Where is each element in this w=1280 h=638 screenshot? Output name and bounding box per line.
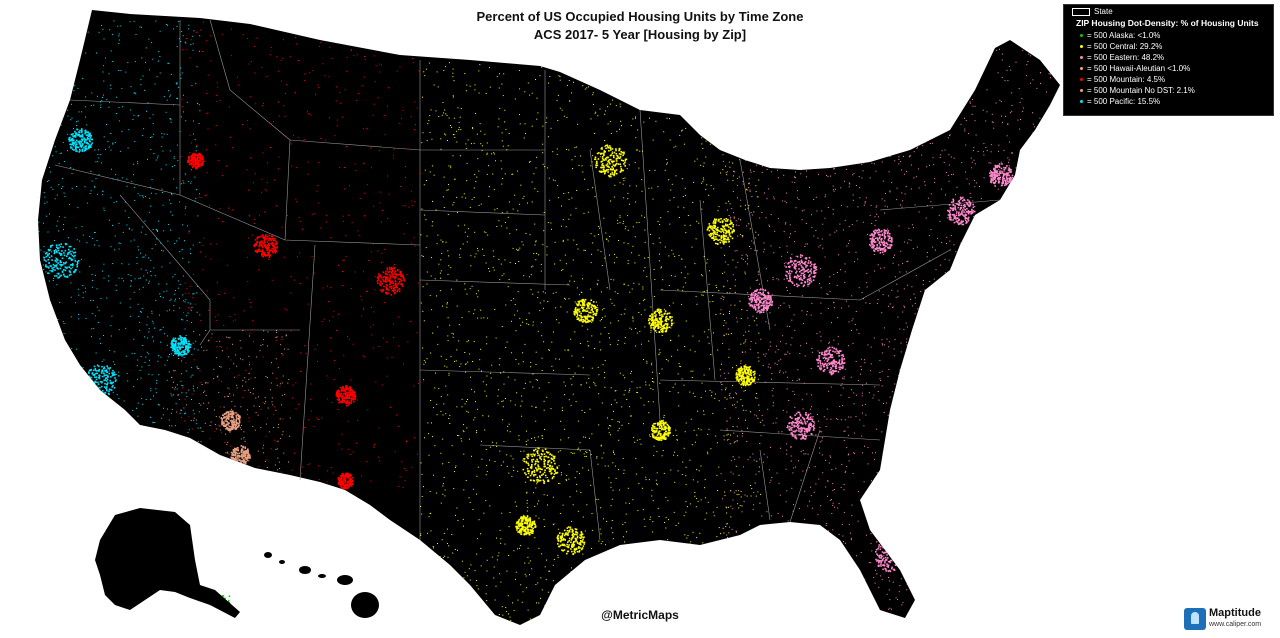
dot-swatch-icon (1080, 34, 1083, 37)
legend-state-label: State (1094, 7, 1113, 16)
legend-item-label: = 500 Mountain No DST: 2.1% (1087, 86, 1195, 95)
state-borders (54, 19, 1001, 541)
maptitude-logo: Maptitude www.caliper.com (1184, 606, 1274, 632)
maptitude-logo-icon (1184, 608, 1206, 630)
legend-item-label: = 500 Mountain: 4.5% (1087, 75, 1166, 84)
map-legend: State ZIP Housing Dot-Density: % of Hous… (1063, 4, 1274, 116)
dot-swatch-icon (1080, 89, 1083, 92)
dot-swatch-icon (1080, 100, 1083, 103)
dot-swatch-icon (1080, 56, 1083, 59)
legend-item-label: = 500 Eastern: 48.2% (1087, 53, 1165, 62)
legend-item-central: = 500 Central: 29.2% (1080, 41, 1269, 52)
contiguous-us-landmass (38, 10, 1060, 625)
state-outline-swatch (1072, 7, 1090, 16)
legend-item-mountain: = 500 Mountain: 4.5% (1080, 74, 1269, 85)
legend-item-label: = 500 Alaska: <1.0% (1087, 31, 1161, 40)
legend-item-pacific: = 500 Pacific: 15.5% (1080, 96, 1269, 107)
legend-title: ZIP Housing Dot-Density: % of Housing Un… (1076, 18, 1259, 28)
legend-item-label: = 500 Pacific: 15.5% (1087, 97, 1161, 106)
title-line-1: Percent of US Occupied Housing Units by … (476, 9, 804, 24)
logo-name: Maptitude (1209, 607, 1261, 619)
legend-items: = 500 Alaska: <1.0% = 500 Central: 29.2%… (1068, 30, 1269, 107)
legend-item-alaska: = 500 Alaska: <1.0% (1080, 30, 1269, 41)
title-line-2: ACS 2017- 5 Year [Housing by Zip] (533, 27, 747, 42)
alaska-landmass (95, 508, 240, 618)
dot-swatch-icon (1080, 45, 1083, 48)
dot-swatch-icon (1080, 78, 1083, 81)
legend-item-hawaii-aleutian: = 500 Hawaii-Aleutian <1.0% (1080, 63, 1269, 74)
hawaii-islands (264, 552, 379, 618)
legend-item-eastern: = 500 Eastern: 48.2% (1080, 52, 1269, 63)
logo-url: www.caliper.com (1209, 621, 1262, 628)
legend-item-mountain-no-dst: = 500 Mountain No DST: 2.1% (1080, 85, 1269, 96)
map-title: Percent of US Occupied Housing Units by … (440, 8, 840, 44)
legend-item-label: = 500 Hawaii-Aleutian <1.0% (1087, 64, 1191, 73)
author-credit: @MetricMaps (601, 608, 679, 622)
legend-state-row: State (1072, 7, 1269, 16)
dot-swatch-icon (1080, 67, 1083, 70)
legend-item-label: = 500 Central: 29.2% (1087, 42, 1163, 51)
